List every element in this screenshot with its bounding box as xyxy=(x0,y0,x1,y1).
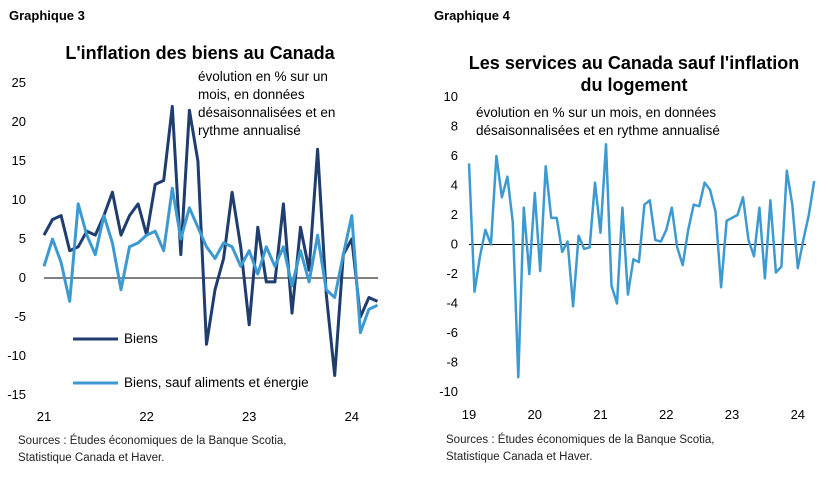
y-tick-label: -8 xyxy=(446,355,458,370)
y-tick-label: 10 xyxy=(444,89,458,104)
series-line-1 xyxy=(467,142,816,379)
y-tick-label: 5 xyxy=(19,231,26,246)
subtitle-line: désaisonnalisées et en xyxy=(198,105,336,120)
y-tick-label: -2 xyxy=(446,266,458,281)
y-tick-label: -15 xyxy=(7,387,26,402)
y-tick-label: -10 xyxy=(7,348,26,363)
subtitle-line: évolution en % sur un xyxy=(198,69,328,84)
subtitle-line: mois, en données xyxy=(198,87,305,102)
legend-label-biens-core: Biens, sauf aliments et énergie xyxy=(124,375,309,390)
source-line: Sources : Études économiques de la Banqu… xyxy=(446,434,715,446)
x-tick-label: 19 xyxy=(462,407,476,422)
y-tick-label: 8 xyxy=(451,119,458,134)
graph-number-label: Graphique 3 xyxy=(9,8,85,23)
y-tick-label: 2 xyxy=(451,207,458,222)
subtitle-line: désaisonnalisées et en rythme annualisé xyxy=(476,123,720,138)
y-tick-label: -5 xyxy=(14,309,26,324)
y-tick-label: -6 xyxy=(446,325,458,340)
x-tick-label: 24 xyxy=(791,407,805,422)
x-tick-label: 22 xyxy=(139,409,153,424)
chart-subtitle: évolution en % sur un mois, en données d… xyxy=(198,68,335,140)
x-tick-label: 22 xyxy=(659,407,673,422)
y-tick-label: 15 xyxy=(12,153,26,168)
series-line-1 xyxy=(42,104,379,377)
title-line: du logement xyxy=(580,75,688,95)
chart-panel-goods: Graphique 3 L'inflation des biens au Can… xyxy=(7,8,379,467)
y-tick-label: 20 xyxy=(12,114,26,129)
y-tick-label: 0 xyxy=(451,237,458,252)
y-tick-label: -4 xyxy=(446,296,458,311)
chart-source: Sources : Études économiques de la Banqu… xyxy=(446,432,715,466)
graph-number-label: Graphique 4 xyxy=(434,8,510,23)
chart-title: L'inflation des biens au Canada xyxy=(65,43,335,63)
y-tick-label: 6 xyxy=(451,148,458,163)
y-tick-label: 10 xyxy=(12,192,26,207)
x-tick-label: 20 xyxy=(528,407,542,422)
y-tick-label: 4 xyxy=(451,178,458,193)
subtitle-line: rythme annualisé xyxy=(198,123,301,138)
chart-plot-goods: 25 20 15 10 5 0 -5 -10 -15 21 22 23 24 xyxy=(7,75,379,424)
x-tick-label: 23 xyxy=(242,409,256,424)
chart-panel-services: Graphique 4 Les services au Canada sauf … xyxy=(414,0,828,483)
source-line: Statistique Canada et Haver. xyxy=(446,451,593,463)
legend-label-biens: Biens xyxy=(124,331,158,346)
source-line: Sources : Études économiques de la Banqu… xyxy=(18,435,287,447)
chart-source: Sources : Études économiques de la Banqu… xyxy=(18,433,287,467)
x-tick-label: 24 xyxy=(345,409,359,424)
title-line: Les services au Canada sauf l'inflation xyxy=(468,53,800,73)
x-tick-label: 21 xyxy=(593,407,607,422)
y-tick-label: 0 xyxy=(19,270,26,285)
x-tick-label: 23 xyxy=(725,407,739,422)
chart-subtitle: évolution en % sur un mois, en données d… xyxy=(476,104,720,140)
x-tick-label: 21 xyxy=(37,409,51,424)
y-tick-label: 25 xyxy=(12,75,26,90)
y-tick-label: -10 xyxy=(439,384,458,399)
series-line-2 xyxy=(42,186,379,335)
source-line: Statistique Canada et Haver. xyxy=(18,452,165,464)
chart-title: Les services au Canada sauf l'inflation … xyxy=(434,52,828,96)
subtitle-line: évolution en % sur un mois, en données xyxy=(476,105,717,120)
